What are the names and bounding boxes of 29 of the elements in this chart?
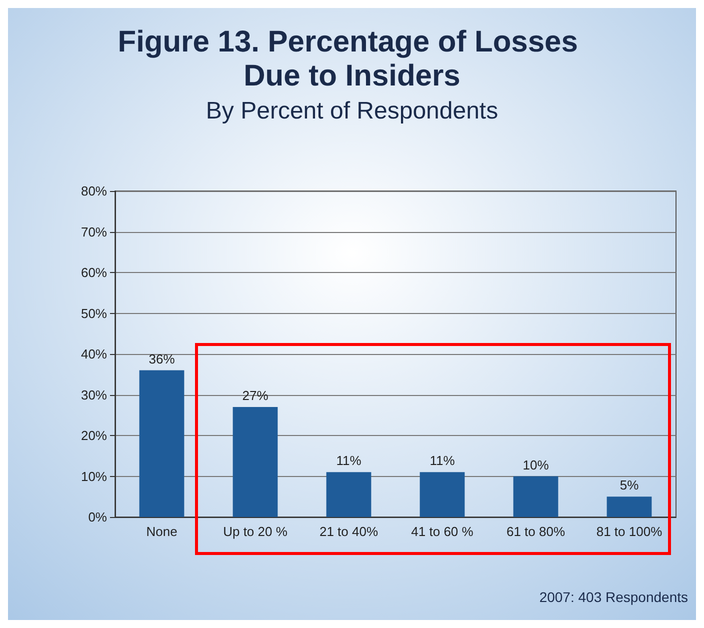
- x-tick-label: None: [146, 524, 178, 539]
- y-tick-label: 10%: [80, 468, 108, 484]
- data-label: 36%: [148, 351, 176, 366]
- x-tick-label: 21 to 40%: [319, 524, 378, 539]
- bar: [232, 406, 278, 517]
- data-label: 11%: [430, 453, 456, 468]
- bar: [606, 496, 652, 517]
- y-tick-label: 70%: [80, 224, 108, 240]
- y-tick-label: 30%: [80, 387, 108, 402]
- x-tick-label: 61 to 80%: [506, 524, 566, 539]
- y-tick-label: 40%: [80, 346, 108, 362]
- data-label: 10%: [522, 457, 550, 472]
- bar: [139, 370, 184, 517]
- y-tick-label: 80%: [80, 184, 108, 198]
- bar: [513, 476, 558, 517]
- y-tick-label: 60%: [80, 265, 108, 280]
- x-tick-label: 81 to 100%: [596, 524, 663, 539]
- bar: [420, 472, 465, 517]
- y-tick-label: 50%: [80, 306, 108, 321]
- y-tick-label: 20%: [80, 428, 108, 443]
- x-tick-label: Up to 20 %: [223, 524, 288, 539]
- chart-subtitle: By Percent of Respondents: [206, 98, 498, 124]
- chart-title: Figure 13. Percentage of Losses Due to Insiders: [118, 26, 586, 92]
- y-tick-label: 0%: [88, 510, 108, 524]
- text: 2007: 403 Respondents: [539, 589, 688, 605]
- x-tick-label: 41 to 60 %: [411, 524, 474, 539]
- data-label: 5%: [620, 478, 640, 493]
- bar: [326, 472, 372, 517]
- data-label: 11%: [336, 453, 362, 468]
